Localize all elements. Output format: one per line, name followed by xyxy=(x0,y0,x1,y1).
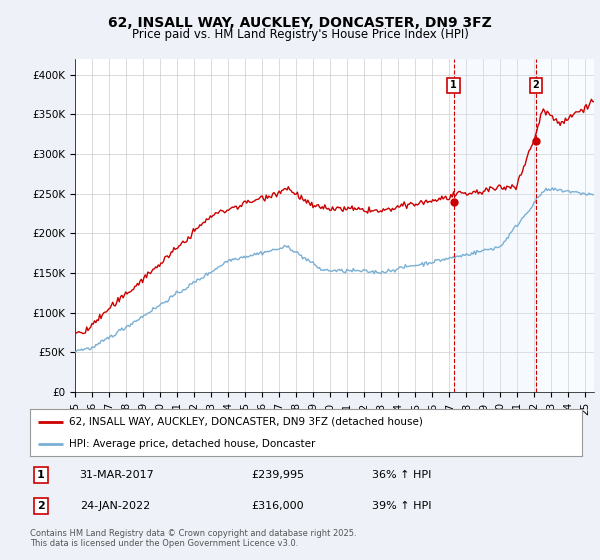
Text: 62, INSALL WAY, AUCKLEY, DONCASTER, DN9 3FZ: 62, INSALL WAY, AUCKLEY, DONCASTER, DN9 … xyxy=(108,16,492,30)
Text: 31-MAR-2017: 31-MAR-2017 xyxy=(80,470,154,480)
Text: £316,000: £316,000 xyxy=(251,501,304,511)
Bar xyxy=(536,59,594,392)
Text: HPI: Average price, detached house, Doncaster: HPI: Average price, detached house, Donc… xyxy=(68,438,315,449)
Text: 1: 1 xyxy=(37,470,45,480)
Text: £239,995: £239,995 xyxy=(251,470,304,480)
Text: Price paid vs. HM Land Registry's House Price Index (HPI): Price paid vs. HM Land Registry's House … xyxy=(131,28,469,41)
Text: 2: 2 xyxy=(37,501,45,511)
Text: 1: 1 xyxy=(450,81,457,91)
Text: Contains HM Land Registry data © Crown copyright and database right 2025.
This d: Contains HM Land Registry data © Crown c… xyxy=(30,529,356,548)
Text: 2: 2 xyxy=(532,81,539,91)
Text: 62, INSALL WAY, AUCKLEY, DONCASTER, DN9 3FZ (detached house): 62, INSALL WAY, AUCKLEY, DONCASTER, DN9 … xyxy=(68,417,422,427)
Text: 24-JAN-2022: 24-JAN-2022 xyxy=(80,501,150,511)
Text: 39% ↑ HPI: 39% ↑ HPI xyxy=(372,501,432,511)
Bar xyxy=(454,59,536,392)
Text: 36% ↑ HPI: 36% ↑ HPI xyxy=(372,470,431,480)
